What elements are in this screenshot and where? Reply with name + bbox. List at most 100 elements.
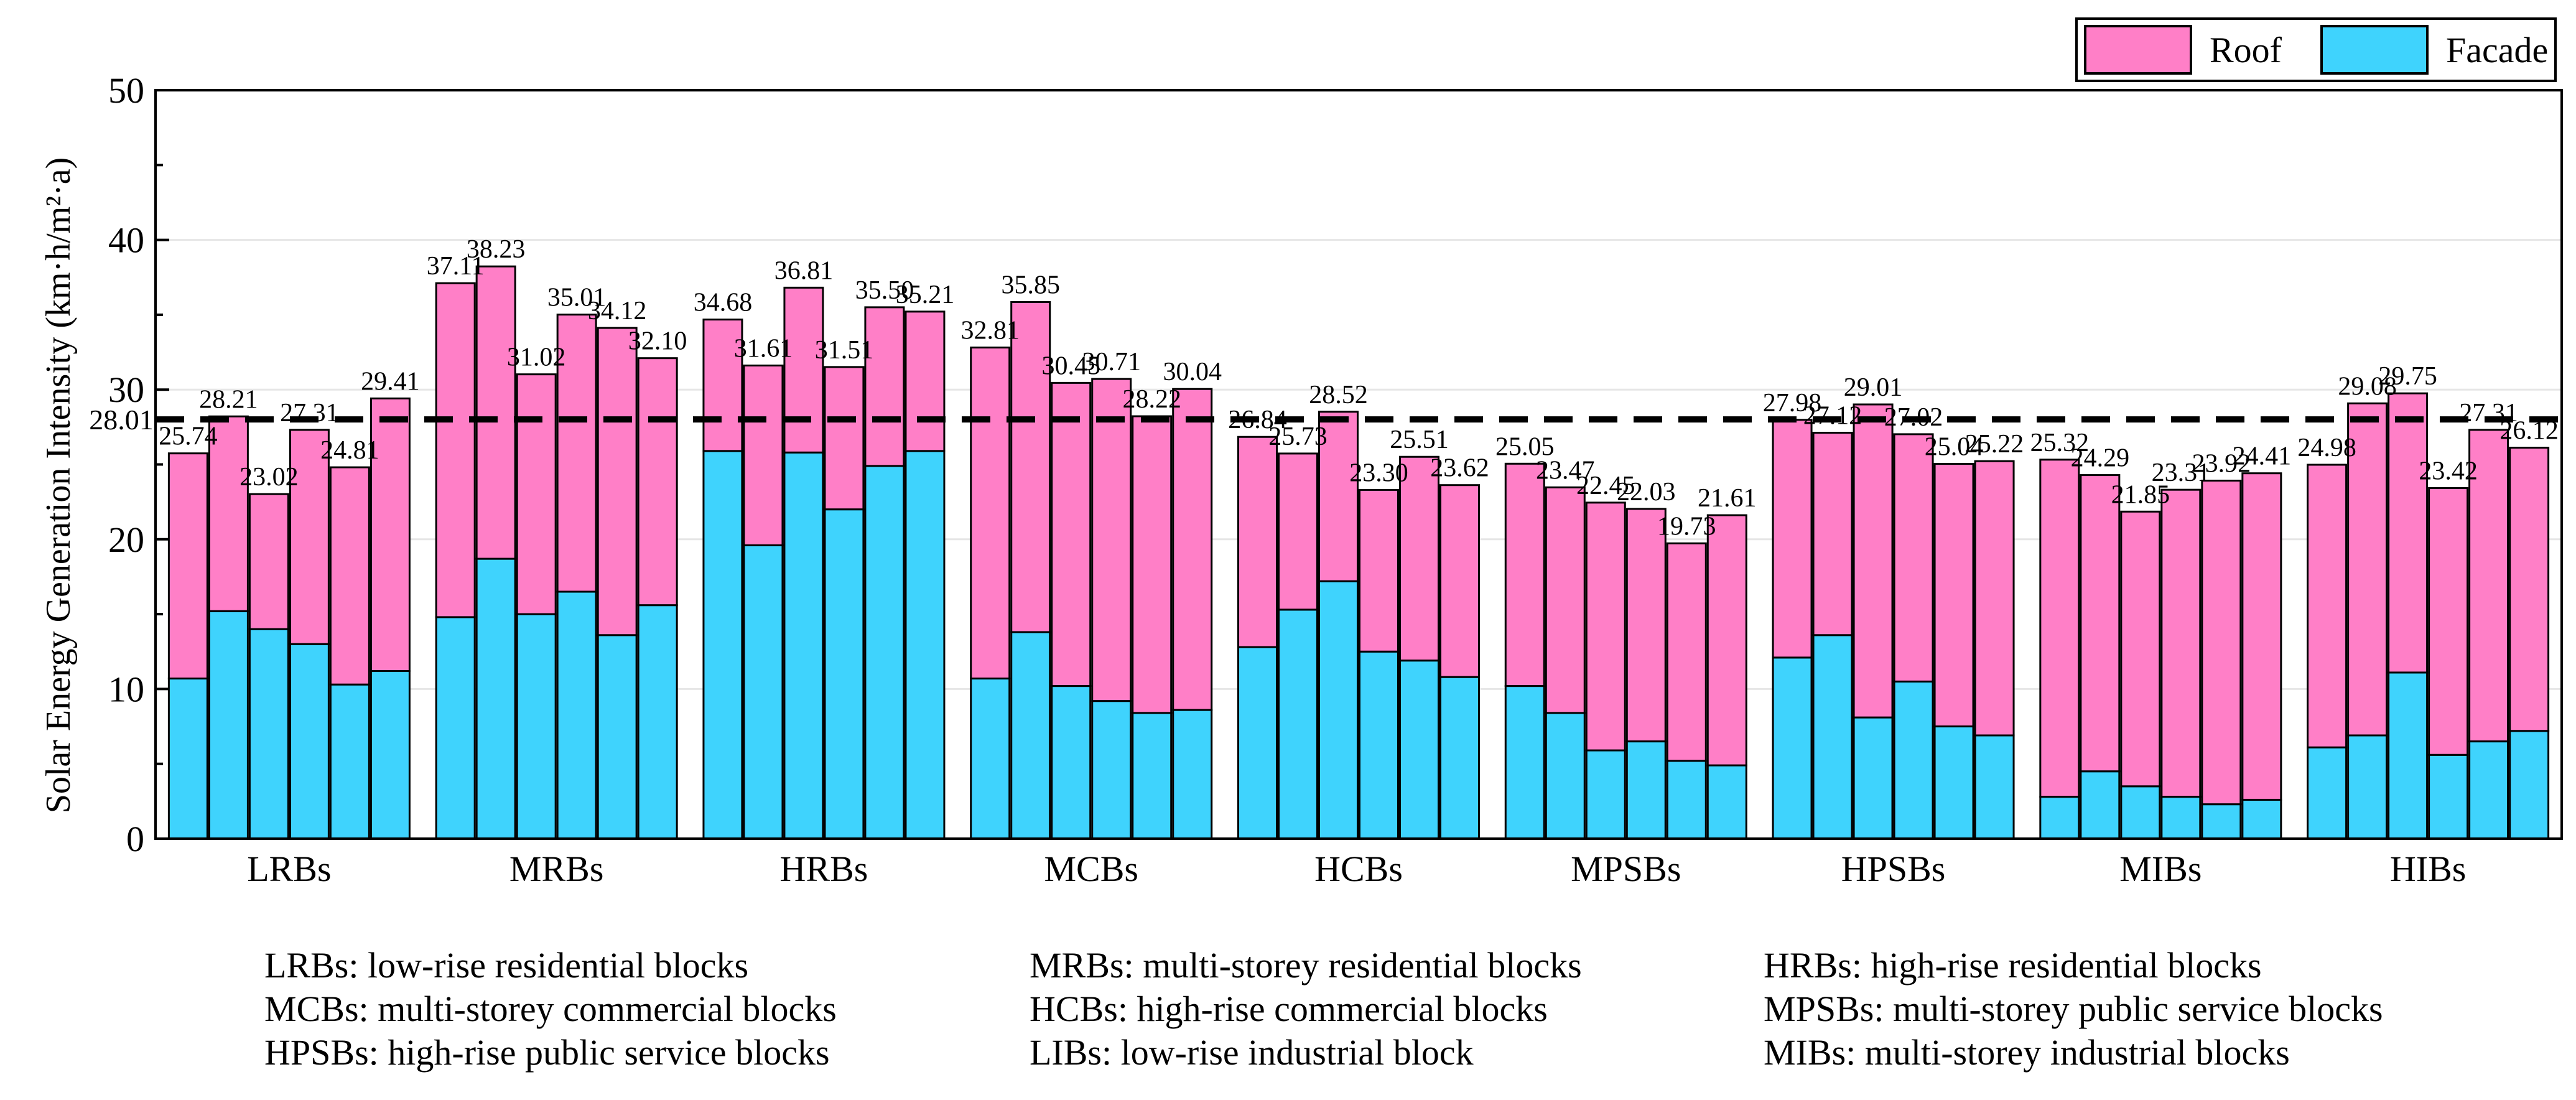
facade-bar xyxy=(248,628,289,840)
facade-bar xyxy=(2388,671,2429,840)
bar-value-label: 31.61 xyxy=(734,334,793,363)
facade-bar xyxy=(1666,760,1707,840)
facade-bar xyxy=(1172,709,1213,840)
abbreviation-item: LIBs: low-rise industrial block xyxy=(1030,1032,1474,1073)
roof-bar xyxy=(1545,486,1586,714)
bar-value-label: 27.02 xyxy=(1884,403,1943,432)
roof-bar xyxy=(2120,510,2161,788)
roof-bar xyxy=(1051,381,1092,688)
bar-value-label: 23.42 xyxy=(2419,457,2478,486)
roof-bar xyxy=(2468,429,2509,743)
facade-bar xyxy=(1585,749,1626,840)
y-tick-label: 50 xyxy=(108,70,144,111)
facade-bar xyxy=(1625,740,1667,840)
bar-value-label: 21.85 xyxy=(2111,480,2170,509)
roof-bar xyxy=(370,397,411,673)
bar-value-label: 37.11 xyxy=(427,252,485,281)
roof-bar xyxy=(1278,452,1318,611)
roof-bar xyxy=(1772,419,1813,659)
facade-bar xyxy=(2428,753,2469,840)
y-tick-label: 20 xyxy=(108,520,144,560)
bar-value-label: 29.75 xyxy=(2378,362,2437,391)
bar-value-label: 21.61 xyxy=(1698,484,1757,513)
facade-bar xyxy=(2201,803,2242,840)
roof-bar xyxy=(2347,402,2388,737)
y-tick-label: 40 xyxy=(108,220,144,261)
bar-value-label: 34.68 xyxy=(694,289,753,317)
roof-bar xyxy=(970,347,1011,680)
bar-value-label: 36.81 xyxy=(774,256,834,285)
bar-value-label: 29.41 xyxy=(361,367,420,396)
bar-value-label: 23.92 xyxy=(2192,449,2251,478)
y-tick-label: 0 xyxy=(126,819,144,859)
roof-bar xyxy=(2428,487,2469,756)
roof-bar xyxy=(1812,431,1853,636)
bar-value-label: 35.21 xyxy=(896,281,955,309)
roof-bar xyxy=(1318,411,1359,582)
roof-bar xyxy=(329,466,370,686)
bar-value-label: 28.21 xyxy=(199,385,258,414)
x-tick-label: HRBs xyxy=(780,849,868,889)
roof-bar xyxy=(2241,472,2282,801)
roof-bar xyxy=(208,415,249,612)
roof-bar xyxy=(1399,455,1439,662)
bar-value-label: 35.85 xyxy=(1001,271,1060,299)
roof-bar xyxy=(2388,392,2429,674)
bar-value-label: 29.08 xyxy=(2338,372,2397,401)
bar-value-label: 23.02 xyxy=(239,463,299,492)
roof-bar xyxy=(435,282,476,618)
bar-value-label: 29.01 xyxy=(1844,373,1903,402)
roof-bar xyxy=(2160,488,2202,798)
legend-label: Roof xyxy=(2210,30,2282,70)
roof-bar xyxy=(1853,403,1894,719)
bar-value-label: 35.01 xyxy=(547,284,607,312)
bar-value-label: 32.81 xyxy=(960,317,1020,345)
roof-bar xyxy=(2307,464,2348,748)
roof-bar xyxy=(783,286,824,454)
facade-bar xyxy=(1051,685,1092,840)
bar-value-label: 27.98 xyxy=(1763,389,1822,417)
bar-value-label: 23.47 xyxy=(1536,456,1595,485)
bar-value-label: 25.05 xyxy=(1495,432,1555,461)
roof-bar xyxy=(1237,436,1278,648)
roof-bar xyxy=(2080,474,2121,773)
legend-swatch xyxy=(2084,25,2192,75)
bar-value-label: 25.04 xyxy=(1925,433,1984,462)
facade-bar xyxy=(1812,634,1853,840)
roof-bar xyxy=(2039,459,2080,798)
facade-bar xyxy=(2160,796,2202,840)
bar-value-label: 27.12 xyxy=(1803,401,1862,430)
bar-value-label: 25.51 xyxy=(1390,426,1449,454)
legend-label: Facade xyxy=(2446,30,2548,70)
bar-value-label: 26.84 xyxy=(1228,406,1287,434)
facade-bar xyxy=(2241,798,2282,840)
roof-bar xyxy=(637,357,678,607)
roof-bar xyxy=(904,310,946,452)
facade-bar xyxy=(1318,580,1359,840)
bar-value-label: 30.71 xyxy=(1082,348,1141,376)
bar-value-label: 23.31 xyxy=(2152,459,2211,487)
bar-value-label: 24.41 xyxy=(2233,442,2292,471)
roof-bar xyxy=(516,373,557,615)
average-line-label: 28.01 xyxy=(89,404,154,436)
x-tick-label: MIBs xyxy=(2119,849,2202,889)
facade-bar xyxy=(743,544,784,840)
roof-bar xyxy=(289,429,330,645)
bar-value-label: 25.22 xyxy=(1965,430,2024,459)
facade-bar xyxy=(1237,646,1278,840)
roof-bar xyxy=(824,366,865,511)
legend-swatch xyxy=(2320,25,2429,75)
facade-bar xyxy=(904,450,946,840)
bar-value-label: 28.52 xyxy=(1309,381,1368,409)
roof-bar xyxy=(1439,484,1480,678)
bar-value-label: 31.51 xyxy=(815,336,874,365)
facade-bar xyxy=(1439,676,1480,840)
bar-value-label: 25.32 xyxy=(2030,429,2090,457)
roof-bar xyxy=(1974,460,2015,737)
abbreviation-item: MPSBs: multi-storey public service block… xyxy=(1764,989,2383,1029)
facade-bar xyxy=(516,613,557,840)
bar-value-label: 23.62 xyxy=(1430,454,1489,483)
facade-bar xyxy=(2307,746,2348,840)
bar-value-label: 23.30 xyxy=(1349,459,1408,487)
